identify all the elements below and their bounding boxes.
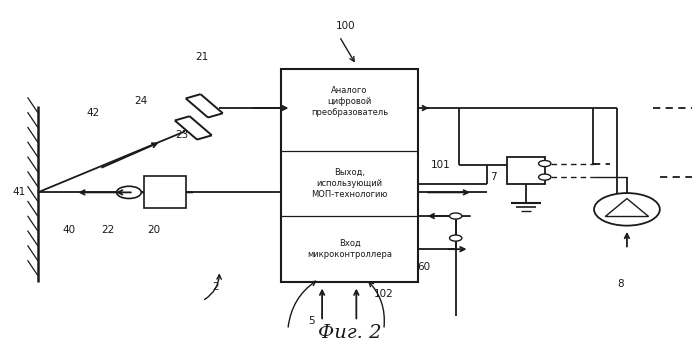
Text: 8: 8 [617, 279, 624, 289]
Circle shape [594, 193, 660, 226]
Text: 42: 42 [86, 108, 99, 118]
Text: 7: 7 [490, 172, 497, 182]
Text: 102: 102 [373, 289, 394, 299]
Text: 100: 100 [336, 21, 356, 31]
Circle shape [449, 235, 462, 241]
Circle shape [538, 174, 551, 180]
Text: Фиг. 2: Фиг. 2 [318, 324, 381, 342]
Bar [281, 69, 418, 282]
Text: 101: 101 [431, 160, 450, 170]
Bar [507, 157, 545, 184]
Text: Вход
микроконтроллера: Вход микроконтроллера [307, 239, 392, 259]
Text: 60: 60 [417, 262, 431, 272]
Text: 22: 22 [102, 225, 115, 235]
Text: 24: 24 [134, 96, 147, 106]
Text: 20: 20 [147, 225, 161, 235]
Text: Выход,
использующий
МОП-технологию: Выход, использующий МОП-технологию [311, 168, 388, 199]
Text: 40: 40 [62, 225, 75, 235]
Polygon shape [605, 199, 649, 217]
Circle shape [449, 213, 462, 219]
Circle shape [538, 161, 551, 166]
Bar [144, 176, 187, 209]
Circle shape [117, 186, 141, 199]
Text: 5: 5 [308, 316, 315, 326]
Text: 23: 23 [175, 130, 188, 140]
Text: 2: 2 [212, 282, 219, 292]
Text: Аналого
цифровой
преобразователь: Аналого цифровой преобразователь [311, 86, 388, 117]
Text: 41: 41 [13, 187, 26, 197]
Text: 21: 21 [196, 52, 209, 62]
